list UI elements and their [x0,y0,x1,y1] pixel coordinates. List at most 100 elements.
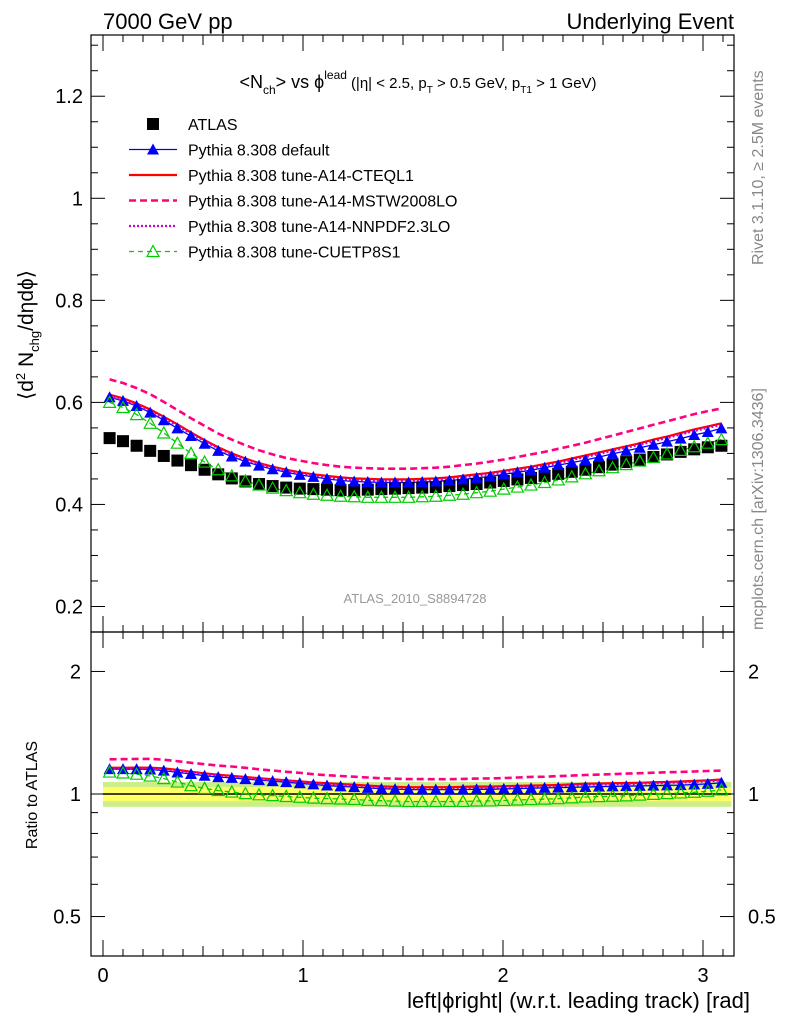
ratio-point-default [565,781,578,793]
point-cuetp8s1 [442,487,457,501]
point-default [348,475,361,487]
ratio-point-cuetp8s1 [687,785,702,798]
ratio-point-default [253,774,265,786]
point-data [157,449,170,462]
ratio-point-default [457,783,469,795]
point-cuetp8s1 [523,477,539,491]
ratio-point-cuetp8s1 [251,787,267,801]
ratio-point-default [593,780,605,792]
point-default [511,466,524,478]
point-default [130,399,143,411]
ratio-point-default [171,766,184,778]
series-line-default [109,396,722,484]
point-cuetp8s1 [687,439,702,453]
point-default [552,459,565,471]
point-default [443,474,456,486]
x-tick-label: 0 [97,965,108,987]
point-data [715,439,728,452]
main-series [102,378,729,503]
y-tick-label-top: 0.8 [55,290,83,312]
ratio-point-cuetp8s1 [442,794,457,808]
ratio-point-cuetp8s1 [347,792,362,806]
point-data [103,432,116,445]
ratio-point-default [429,783,442,795]
ratio-point-default [647,779,660,791]
ratio-point-default [212,771,225,783]
ratio-point-default [185,768,197,780]
point-data [185,459,197,472]
y-tick-label-bot-right: 1 [748,784,759,806]
legend-label: Pythia 8.308 tune-A14-MSTW2008LO [188,194,457,211]
y-tick-label-bot-left: 0.5 [53,907,81,929]
legend-label: Pythia 8.308 default [188,143,330,160]
point-default [157,414,170,426]
ratio-point-cuetp8s1 [224,784,239,798]
ratio-point-cuetp8s1 [496,793,511,807]
ratio-point-default [389,783,401,795]
ratio-point-default [293,777,306,789]
top-axis-ticks: 0.2 0.4 0.6 0.8 1 1.2 [55,35,734,633]
ratio-point-cuetp8s1 [129,766,144,780]
point-cuetp8s1 [347,489,362,503]
point-cuetp8s1 [659,446,675,460]
point-data [266,480,279,493]
point-cuetp8s1 [578,466,593,480]
point-default [389,476,401,488]
ratio-series [102,757,729,808]
ratio-point-cuetp8s1 [415,794,430,808]
y-axis-label-bottom: Ratio to ATLAS [24,741,41,849]
ratio-point-default [715,776,728,788]
ratio-point-default [620,780,633,792]
y-tick-label-bot-right: 2 [748,661,759,683]
point-data [198,463,211,476]
point-cuetp8s1 [483,483,498,497]
header-left: 7000 GeV pp [103,9,233,34]
ratio-point-cuetp8s1 [632,787,647,801]
ratio-point-default [497,782,510,794]
ratio-point-cuetp8s1 [183,778,199,792]
ratio-point-default [348,781,361,793]
ratio-point-cuetp8s1 [265,788,280,802]
series-line-mstw [109,378,722,471]
ratio-point-cuetp8s1 [387,793,403,807]
point-cuetp8s1 [496,481,511,495]
ratio-point-cuetp8s1 [673,785,688,799]
x-tick-label: 2 [497,965,508,987]
ratio-point-cuetp8s1 [306,790,321,804]
point-default [361,475,374,487]
plot-title: <Nch> vs ϕlead (|η| < 2.5, pT > 0.5 GeV, … [239,68,596,97]
ratio-point-cuetp8s1 [197,781,212,795]
point-cuetp8s1 [211,462,226,476]
point-default [321,472,333,484]
point-cuetp8s1 [143,416,158,429]
ratio-point-cuetp8s1 [319,791,335,805]
point-default [538,461,551,473]
bottom-axis-ticks: 0.5 0.5 1 1 2 2 0 1 2 3 [53,632,776,987]
ratio-point-default [525,782,537,794]
point-cuetp8s1 [156,425,171,439]
ratio-point-cuetp8s1 [170,774,185,788]
ratio-point-default [198,769,211,781]
ratio-point-cuetp8s1 [102,764,117,778]
point-data [647,450,660,463]
ratio-point-default [443,783,456,795]
point-cuetp8s1 [469,485,484,499]
ratio-point-cuetp8s1 [591,789,607,803]
point-default [457,473,469,485]
point-cuetp8s1 [224,468,239,482]
point-cuetp8s1 [319,487,335,501]
point-cuetp8s1 [415,489,430,503]
point-cuetp8s1 [632,453,647,467]
point-default [375,476,388,488]
point-cuetp8s1 [591,463,607,477]
ratio-point-cuetp8s1 [537,791,552,805]
ratio-point-default [484,783,497,795]
ratio-point-cuetp8s1 [115,765,131,779]
point-data [144,444,157,457]
x-tick-label: 3 [697,965,708,987]
point-cuetp8s1 [102,395,117,408]
point-cuetp8s1 [605,460,620,474]
point-cuetp8s1 [170,435,185,449]
point-cuetp8s1 [333,489,348,502]
